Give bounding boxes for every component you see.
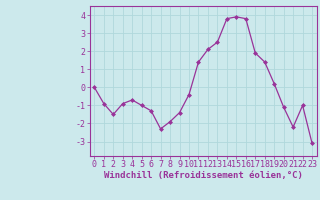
X-axis label: Windchill (Refroidissement éolien,°C): Windchill (Refroidissement éolien,°C) [104,171,303,180]
